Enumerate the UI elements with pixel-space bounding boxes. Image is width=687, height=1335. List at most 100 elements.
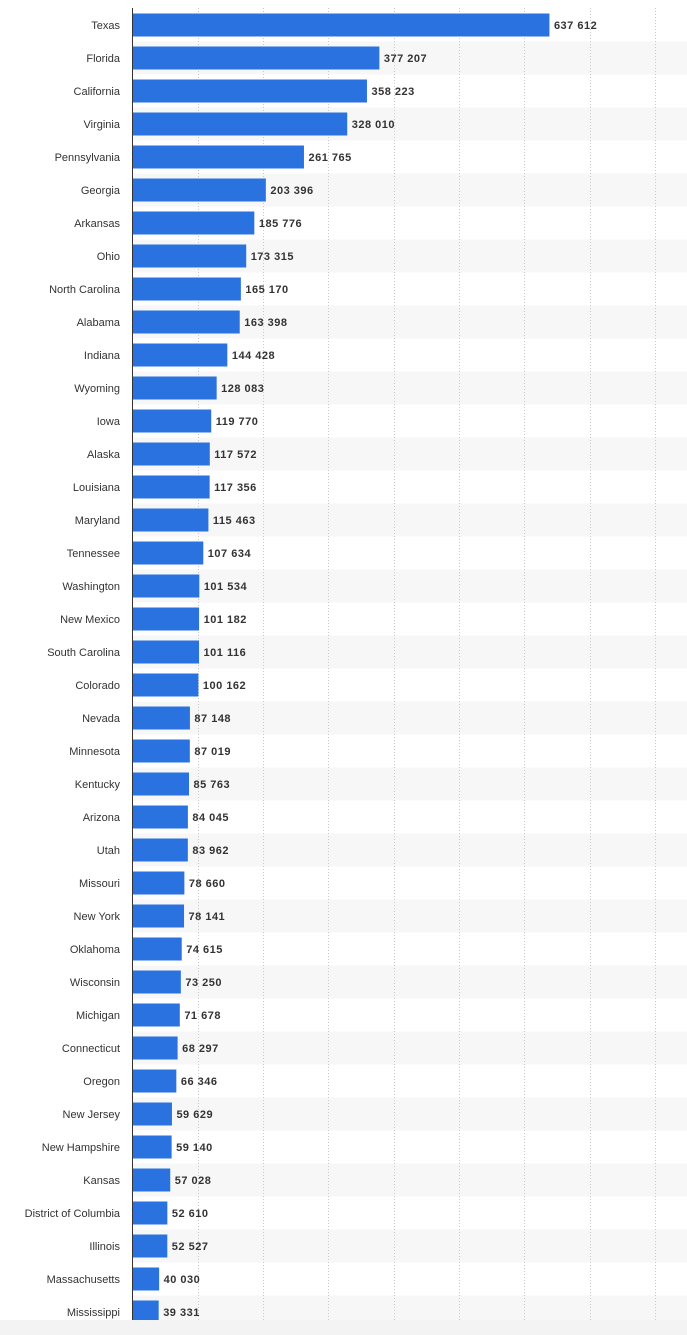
category-label: Michigan xyxy=(76,1010,120,1022)
category-label: Georgia xyxy=(81,185,121,197)
value-label: 39 331 xyxy=(163,1307,200,1319)
value-label: 117 356 xyxy=(214,482,257,494)
row-stripe xyxy=(132,1163,687,1197)
category-label: Nevada xyxy=(82,713,121,725)
row-stripe xyxy=(132,437,687,471)
bar[interactable] xyxy=(133,904,185,928)
value-label: 119 770 xyxy=(216,416,259,428)
value-label: 66 346 xyxy=(181,1076,218,1088)
bar[interactable] xyxy=(133,871,185,895)
bar[interactable] xyxy=(133,178,266,202)
bar[interactable] xyxy=(133,277,241,301)
category-label: Colorado xyxy=(75,680,120,692)
value-labels: 637 612 377 207 358 223 328 010 261 765 203 3… xyxy=(163,20,597,1319)
value-label: 101 116 xyxy=(204,647,247,659)
bar[interactable] xyxy=(133,640,200,664)
bar[interactable] xyxy=(133,1201,168,1225)
bar[interactable] xyxy=(133,1234,168,1258)
category-label: Kansas xyxy=(83,1175,120,1187)
bar[interactable] xyxy=(133,673,199,697)
bar[interactable] xyxy=(133,541,204,565)
category-label: North Carolina xyxy=(49,284,121,296)
bar[interactable] xyxy=(133,772,190,796)
category-label: Minnesota xyxy=(69,746,121,758)
bar[interactable] xyxy=(133,1267,160,1291)
value-label: 328 010 xyxy=(352,119,395,131)
bar[interactable] xyxy=(133,1069,177,1093)
bar[interactable] xyxy=(133,1102,172,1126)
category-label: Wisconsin xyxy=(70,977,120,989)
category-label: Texas xyxy=(91,20,120,32)
category-label: Louisiana xyxy=(73,482,121,494)
bar[interactable] xyxy=(133,805,188,829)
bar[interactable] xyxy=(133,1003,180,1027)
value-label: 163 398 xyxy=(244,317,287,329)
value-label: 52 610 xyxy=(172,1208,209,1220)
row-stripe xyxy=(132,1097,687,1131)
category-label: New Mexico xyxy=(60,614,120,626)
category-label: New Hampshire xyxy=(42,1142,120,1154)
category-label: District of Columbia xyxy=(25,1208,121,1220)
bar[interactable] xyxy=(133,937,182,961)
bar[interactable] xyxy=(133,112,348,136)
value-label: 115 463 xyxy=(213,515,256,527)
value-label: 59 140 xyxy=(176,1142,213,1154)
category-label: Tennessee xyxy=(67,548,120,560)
value-label: 128 083 xyxy=(221,383,264,395)
bar[interactable] xyxy=(133,508,209,532)
bar[interactable] xyxy=(133,409,212,433)
bar[interactable] xyxy=(133,442,210,466)
value-label: 83 962 xyxy=(192,845,229,857)
bar[interactable] xyxy=(133,211,255,235)
row-stripe xyxy=(132,635,687,669)
value-label: 85 763 xyxy=(194,779,231,791)
category-label: Alabama xyxy=(77,317,121,329)
value-label: 101 534 xyxy=(204,581,248,593)
row-stripe xyxy=(132,833,687,867)
bar[interactable] xyxy=(133,310,240,334)
bar[interactable] xyxy=(133,1135,172,1159)
value-label: 74 615 xyxy=(186,944,223,956)
value-label: 78 141 xyxy=(189,911,226,923)
value-label: 100 162 xyxy=(203,680,246,692)
row-stripe xyxy=(132,767,687,801)
bar[interactable] xyxy=(133,79,367,103)
value-label: 87 148 xyxy=(194,713,231,725)
bar[interactable] xyxy=(133,46,380,70)
value-label: 73 250 xyxy=(185,977,222,989)
category-label: Oklahoma xyxy=(70,944,121,956)
category-label: Pennsylvania xyxy=(55,152,121,164)
category-label: Kentucky xyxy=(75,779,121,791)
row-stripe xyxy=(132,371,687,405)
bar[interactable] xyxy=(133,1036,178,1060)
bar[interactable] xyxy=(133,574,200,598)
bar[interactable] xyxy=(133,838,188,862)
value-label: 52 527 xyxy=(172,1241,209,1253)
bar[interactable] xyxy=(133,376,217,400)
bar[interactable] xyxy=(133,343,228,367)
bar[interactable] xyxy=(133,244,247,268)
value-label: 87 019 xyxy=(194,746,231,758)
bar[interactable] xyxy=(133,970,181,994)
value-label: 377 207 xyxy=(384,53,427,65)
category-label: Wyoming xyxy=(74,383,120,395)
category-labels: Texas Florida California Virginia Pennsylvan… xyxy=(25,20,121,1319)
bar[interactable] xyxy=(133,475,210,499)
category-label: Washington xyxy=(62,581,120,593)
scroll-region xyxy=(0,1320,687,1335)
category-label: Connecticut xyxy=(62,1043,120,1055)
bar[interactable] xyxy=(133,607,200,631)
bar[interactable] xyxy=(133,13,550,37)
row-stripe xyxy=(132,569,687,603)
bars-group xyxy=(133,13,550,1324)
bar[interactable] xyxy=(133,1300,159,1324)
category-label: Oregon xyxy=(83,1076,120,1088)
value-label: 358 223 xyxy=(371,86,414,98)
bar[interactable] xyxy=(133,1168,171,1192)
bar[interactable] xyxy=(133,739,190,763)
category-label: Florida xyxy=(86,53,121,65)
value-label: 185 776 xyxy=(259,218,302,230)
bar[interactable] xyxy=(133,706,190,730)
bar[interactable] xyxy=(133,145,304,169)
